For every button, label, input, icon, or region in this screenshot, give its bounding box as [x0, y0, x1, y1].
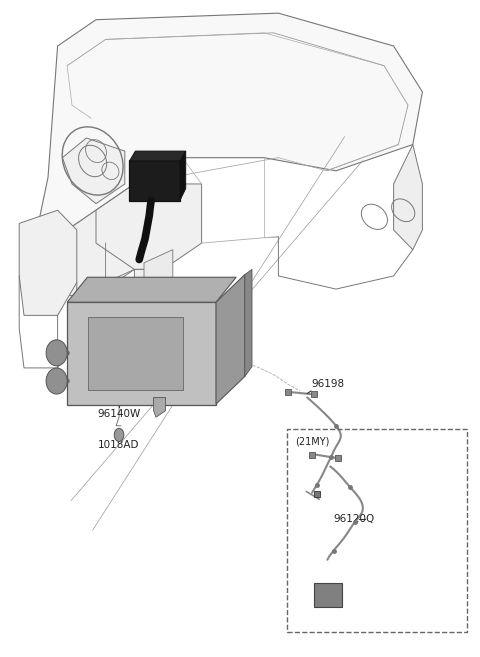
FancyBboxPatch shape: [88, 317, 183, 390]
FancyBboxPatch shape: [129, 160, 180, 201]
Polygon shape: [130, 151, 186, 161]
Polygon shape: [245, 269, 252, 376]
Ellipse shape: [46, 340, 67, 366]
Polygon shape: [96, 184, 202, 269]
Polygon shape: [134, 269, 182, 342]
Text: 96198: 96198: [311, 379, 344, 389]
Polygon shape: [38, 13, 422, 237]
Polygon shape: [394, 145, 422, 250]
Ellipse shape: [46, 368, 67, 394]
Polygon shape: [154, 397, 166, 417]
FancyBboxPatch shape: [67, 302, 216, 405]
Polygon shape: [180, 151, 186, 200]
Text: (21MY): (21MY): [295, 437, 330, 447]
Ellipse shape: [114, 428, 124, 442]
Text: 1018AD: 1018AD: [98, 440, 140, 450]
Text: 96120Q: 96120Q: [334, 514, 375, 524]
Polygon shape: [48, 184, 134, 296]
Polygon shape: [67, 277, 236, 302]
FancyBboxPatch shape: [314, 583, 342, 607]
Polygon shape: [19, 210, 77, 315]
Polygon shape: [62, 138, 125, 204]
Polygon shape: [144, 250, 173, 302]
Polygon shape: [216, 275, 245, 404]
Text: 96140W: 96140W: [97, 409, 141, 419]
